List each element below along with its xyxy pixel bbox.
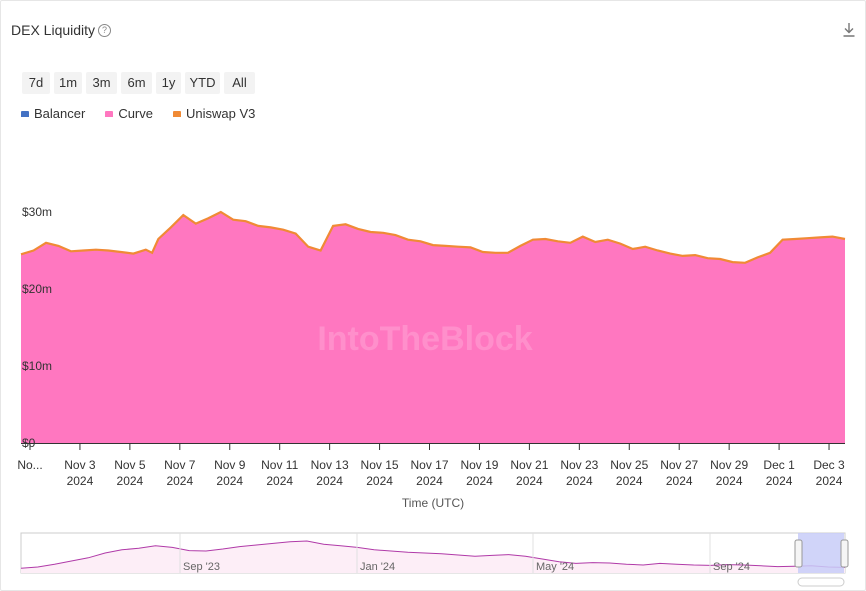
x-tick-year-label: 2024 — [616, 474, 643, 488]
navigator-label: Sep '24 — [713, 561, 750, 573]
x-tick-label: Nov 27 — [660, 458, 698, 472]
x-tick-label: Nov 15 — [361, 458, 399, 472]
range-all-button[interactable]: All — [224, 72, 255, 94]
y-tick-label: $30m — [22, 205, 52, 219]
download-icon[interactable] — [842, 22, 856, 38]
x-tick-year-label: 2024 — [766, 474, 793, 488]
y-tick-label: $20m — [22, 282, 52, 296]
chart-title: DEX Liquidity — [11, 22, 96, 38]
x-tick-label: No... — [17, 458, 42, 472]
range-selector: 7d 1m 3m 6m 1y YTD All — [22, 72, 255, 94]
x-tick-year-label: 2024 — [67, 474, 94, 488]
legend-label-curve: Curve — [118, 106, 153, 121]
x-tick-label: Nov 29 — [710, 458, 748, 472]
legend-item-uniswap-v3[interactable]: Uniswap V3 — [173, 106, 255, 121]
navigator-handle-left[interactable] — [794, 539, 803, 568]
navigator-label: May '24 — [536, 561, 574, 573]
x-tick-label: Nov 19 — [460, 458, 498, 472]
range-7d-button[interactable]: 7d — [22, 72, 50, 94]
x-tick-label: Nov 25 — [610, 458, 648, 472]
legend-label-uniswap-v3: Uniswap V3 — [186, 106, 256, 121]
navigator-label: Jan '24 — [360, 561, 395, 573]
uniswap-v3-line — [20, 210, 846, 264]
x-tick-year-label: 2024 — [566, 474, 593, 488]
help-icon[interactable]: ? — [98, 24, 111, 37]
x-tick-year-label: 2024 — [466, 474, 493, 488]
x-tick-label: Dec 3 — [813, 458, 845, 472]
x-tick-label: Nov 5 — [114, 458, 146, 472]
x-tick-year-label: 2024 — [366, 474, 393, 488]
navigator-line — [20, 540, 846, 569]
x-tick-label: Nov 9 — [214, 458, 246, 472]
x-tick-label: Nov 3 — [64, 458, 96, 472]
x-tick-year-label: 2024 — [716, 474, 743, 488]
legend-swatch-uniswap-v3 — [173, 110, 181, 117]
x-tick-year-label: 2024 — [316, 474, 343, 488]
navigator-scrollbar[interactable] — [797, 577, 845, 587]
range-1m-button[interactable]: 1m — [54, 72, 82, 94]
navigator-selection[interactable] — [798, 533, 844, 573]
x-tick-year-label: 2024 — [666, 474, 693, 488]
x-tick-label: Dec 1 — [763, 458, 795, 472]
navigator-handle-right[interactable] — [840, 539, 849, 568]
legend-label-balancer: Balancer — [34, 106, 86, 121]
x-tick-year-label: 2024 — [416, 474, 443, 488]
x-tick-label: Nov 23 — [560, 458, 598, 472]
range-6m-button[interactable]: 6m — [121, 72, 152, 94]
x-axis-title: Time (UTC) — [402, 496, 464, 510]
x-tick-label: Nov 13 — [311, 458, 349, 472]
range-3m-button[interactable]: 3m — [86, 72, 117, 94]
legend-item-balancer[interactable]: Balancer — [21, 106, 85, 121]
x-tick-label: Nov 21 — [510, 458, 548, 472]
legend-item-curve[interactable]: Curve — [105, 106, 153, 121]
x-tick-label: Nov 7 — [164, 458, 196, 472]
legend-swatch-balancer — [21, 110, 29, 117]
chart-legend: Balancer Curve Uniswap V3 — [21, 106, 255, 121]
legend-swatch-curve — [105, 110, 114, 117]
x-tick-year-label: 2024 — [816, 474, 843, 488]
watermark-text: IntoTheBlock — [317, 320, 532, 358]
x-tick-year-label: 2024 — [216, 474, 243, 488]
navigator-label: Sep '23 — [183, 561, 220, 573]
x-tick-year-label: 2024 — [516, 474, 543, 488]
y-tick-label: $10m — [22, 359, 52, 373]
x-tick-year-label: 2024 — [117, 474, 144, 488]
x-tick-label: Nov 11 — [261, 458, 298, 472]
range-ytd-button[interactable]: YTD — [185, 72, 220, 94]
range-1y-button[interactable]: 1y — [156, 72, 181, 94]
x-tick-year-label: 2024 — [166, 474, 193, 488]
curve-area — [21, 212, 845, 443]
x-tick-label: Nov 17 — [410, 458, 448, 472]
x-tick-year-label: 2024 — [266, 474, 293, 488]
